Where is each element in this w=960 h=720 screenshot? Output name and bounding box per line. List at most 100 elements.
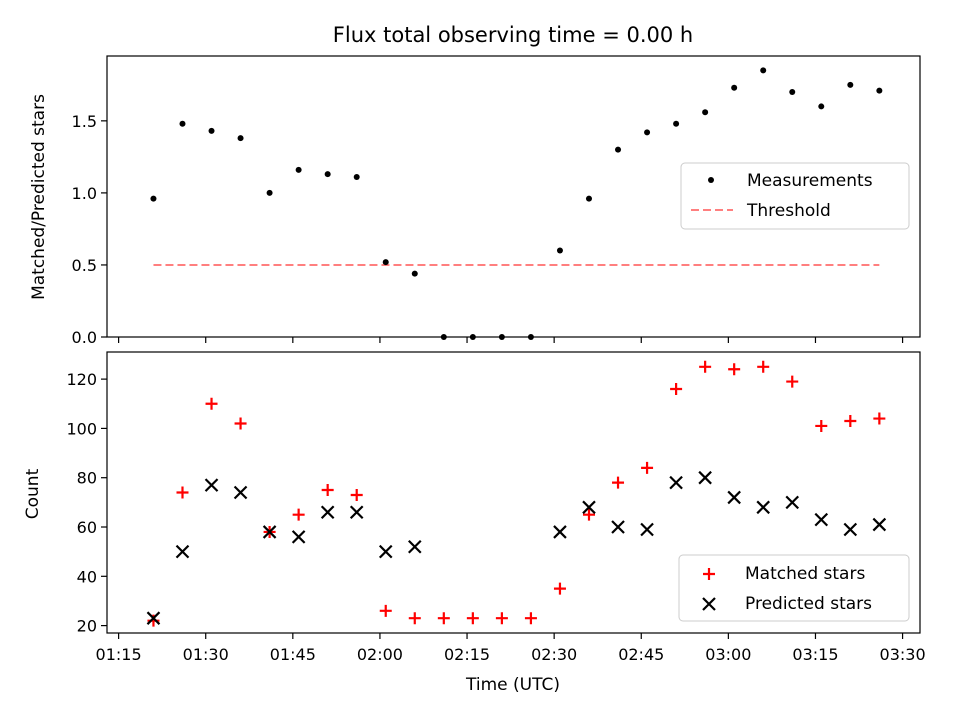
measurement-point [615, 146, 622, 153]
predicted-star-point [291, 530, 306, 544]
measurement-point [527, 334, 534, 340]
predicted-star-point [814, 512, 829, 527]
bottom-y-tick-label: 100 [66, 419, 97, 438]
matched-star-point [844, 415, 857, 428]
legend-measurements-marker [708, 177, 714, 183]
predicted-star-point [640, 522, 654, 537]
matched-star-point [524, 612, 537, 625]
measurement-point [585, 195, 592, 202]
matched-star-point [379, 604, 392, 617]
bottom-y-tick-label: 60 [77, 518, 97, 537]
measurement-point [731, 84, 738, 91]
measurement-point [324, 171, 331, 178]
measurement-point [208, 127, 215, 134]
legend-threshold-label: Threshold [746, 201, 831, 221]
bottom-plot: 20 40 60 80 100 120 01:15 01:30 01:45 02:00 02:15 0… [66, 351, 926, 664]
bottom-y-tick-label: 120 [66, 370, 97, 389]
predicted-star-point [611, 520, 625, 534]
measurement-point [702, 109, 709, 116]
measurement-point [295, 166, 302, 173]
predicted-star-point [349, 505, 364, 519]
top-y-tick-label: 1.0 [72, 184, 97, 203]
predicted-star-point [146, 611, 161, 625]
chart-title: Flux total observing time = 0.00 h [333, 23, 693, 47]
predicted-star-point [785, 495, 800, 510]
predicted-star-point [553, 525, 567, 539]
legend-matched-marker [703, 568, 715, 580]
predicted-star-point [204, 478, 219, 492]
predicted-star-point [408, 539, 422, 554]
x-tick-label: 01:15 [96, 645, 142, 664]
x-tick-label: 03:15 [792, 645, 838, 664]
legend-predicted-label: Predicted stars [745, 594, 872, 614]
measurement-point [876, 87, 883, 94]
matched-star-point [728, 363, 741, 376]
top-plot: 0.0 0.5 1.0 1.5 Measurements Threshold [72, 55, 921, 347]
measurement-point [760, 67, 767, 74]
matched-star-point [757, 360, 770, 373]
top-y-axis-label: Matched/Predicted stars [29, 94, 49, 300]
measurement-point [411, 270, 418, 277]
bottom-y-axis-label: Count [23, 468, 43, 519]
bottom-axes-frame [106, 351, 921, 634]
x-axis-label: Time (UTC) [465, 675, 560, 695]
matched-star-point [582, 508, 595, 521]
measurement-point [440, 334, 447, 340]
matched-star-point [495, 612, 508, 625]
matched-star-point [234, 417, 247, 430]
top-legend-box [680, 162, 910, 230]
matched-star-point [321, 484, 334, 497]
top-y-tick-label: 1.5 [72, 112, 97, 131]
matched-star-point [292, 508, 305, 521]
matched-star-point [612, 476, 625, 489]
legend-matched-label: Matched stars [745, 564, 865, 584]
measurement-point [644, 129, 651, 136]
predicted-star-point [582, 500, 596, 515]
predicted-star-point [843, 522, 858, 537]
predicted-star-point [756, 500, 770, 515]
measurement-point [498, 334, 505, 340]
predicted-star-point [233, 485, 248, 500]
top-axes-frame [106, 55, 921, 338]
measurement-point [847, 81, 854, 88]
measurement-point [382, 259, 389, 266]
measurement-point [179, 120, 186, 127]
predicted-star-point [320, 505, 335, 519]
top-y-tick-label: 0.5 [72, 256, 97, 275]
x-tick-label: 02:00 [357, 645, 403, 664]
predicted-star-point [698, 470, 712, 485]
matched-star-point [553, 582, 566, 595]
x-tick-label: 02:30 [531, 645, 577, 664]
x-tick-label: 03:00 [705, 645, 751, 664]
x-tick-label: 01:45 [270, 645, 316, 664]
measurement-point [469, 334, 476, 340]
predicted-star-point [872, 517, 887, 532]
measurement-point [789, 89, 796, 96]
measurement-point [673, 120, 680, 127]
measurement-point [818, 103, 825, 110]
matched-star-point [641, 461, 654, 474]
bottom-y-tick-label: 20 [77, 617, 97, 636]
bottom-legend-box [678, 554, 910, 622]
predicted-star-point [175, 544, 190, 559]
matched-star-point [176, 486, 189, 499]
x-tick-label: 02:45 [618, 645, 664, 664]
matched-star-point [437, 612, 450, 625]
predicted-star-point [727, 490, 741, 505]
x-tick-label: 01:30 [183, 645, 229, 664]
matched-star-point [147, 614, 160, 627]
matched-star-point [815, 419, 828, 432]
predicted-star-point [262, 525, 277, 539]
legend-measurements-label: Measurements [747, 171, 873, 191]
bottom-y-tick-label: 80 [77, 469, 97, 488]
matched-star-point [873, 412, 886, 425]
matched-star-point [408, 612, 421, 625]
matched-star-point [466, 612, 479, 625]
bottom-y-tick-label: 40 [77, 567, 97, 586]
matched-star-point [350, 488, 363, 501]
matched-star-point [670, 382, 683, 395]
predicted-star-point [669, 475, 683, 490]
legend-predicted-marker [702, 597, 716, 611]
top-y-tick-label: 0.0 [72, 328, 97, 347]
x-tick-label: 02:15 [444, 645, 490, 664]
